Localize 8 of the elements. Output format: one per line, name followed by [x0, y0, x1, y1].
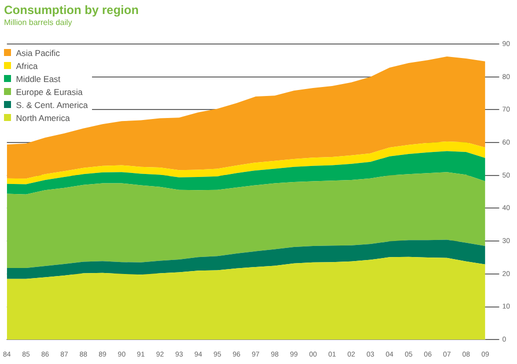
legend-label: Asia Pacific — [16, 48, 60, 58]
legend-label: S. & Cent. America — [16, 100, 88, 110]
chart-subtitle: Million barrels daily — [4, 18, 72, 27]
legend-label: North America — [16, 112, 70, 122]
legend-label: Africa — [16, 60, 38, 70]
legend-label: Europe & Eurasia — [16, 86, 83, 96]
legend-label: Middle East — [16, 74, 60, 84]
chart-title: Consumption by region — [4, 3, 139, 17]
